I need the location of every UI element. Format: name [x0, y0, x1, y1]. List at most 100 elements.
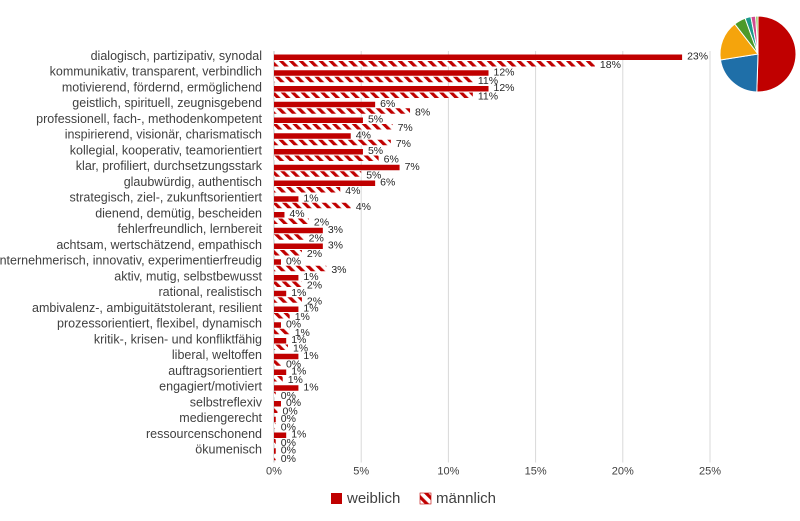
- category-label: dienend, demütig, bescheiden: [95, 206, 262, 220]
- x-tick-label: 5%: [353, 466, 369, 478]
- bar-maennlich: [274, 454, 276, 461]
- bar-maennlich: [274, 297, 302, 303]
- category-label: auftragsorientiert: [168, 364, 262, 378]
- category-label: unternehmerisch, innovativ, experimentie…: [0, 254, 262, 268]
- category-label: selbstreflexiv: [190, 395, 263, 409]
- data-label-maennlich: 0%: [281, 453, 296, 465]
- bar-weiblich: [274, 180, 376, 186]
- bar-maennlich: [274, 171, 362, 177]
- data-label-maennlich: 4%: [356, 201, 371, 213]
- category-label: liberal, weltoffen: [172, 348, 262, 362]
- data-label-maennlich: 5%: [366, 169, 381, 181]
- bar-weiblich: [274, 385, 299, 391]
- bar-weiblich: [274, 448, 276, 454]
- bar-weiblich: [274, 164, 400, 171]
- x-tick-label: 20%: [612, 466, 634, 478]
- data-labels: 23%18%12%11%12%11%6%8%5%7%4%7%5%6%7%5%6%…: [281, 51, 708, 465]
- bar-maennlich: [274, 250, 302, 256]
- data-label-maennlich: 2%: [307, 280, 322, 292]
- data-label-weiblich: 5%: [368, 145, 383, 157]
- category-label: ökumenisch: [195, 443, 262, 457]
- data-label-weiblich: 6%: [380, 98, 395, 110]
- pie-slice: [756, 15, 797, 93]
- bar-weiblich: [274, 338, 287, 344]
- category-label: rational, realistisch: [158, 285, 262, 299]
- bar-weiblich: [274, 101, 376, 108]
- data-label-weiblich: 12%: [494, 66, 515, 78]
- data-label-maennlich: 2%: [314, 217, 329, 229]
- bar-weiblich: [274, 275, 299, 281]
- bar-maennlich: [274, 313, 290, 319]
- data-label-maennlich: 18%: [600, 59, 621, 71]
- category-label: mediengerecht: [179, 411, 262, 425]
- data-label-maennlich: 11%: [478, 75, 498, 87]
- bar-weiblich: [274, 259, 281, 265]
- data-label-weiblich: 0%: [281, 444, 296, 456]
- x-tick-label: 0%: [266, 466, 282, 478]
- data-label-weiblich: 0%: [281, 413, 296, 425]
- bar-weiblich: [274, 70, 489, 76]
- bar-weiblich: [274, 432, 287, 438]
- data-label-weiblich: 0%: [286, 397, 301, 409]
- bar-maennlich: [274, 344, 288, 350]
- x-tick-label: 15%: [525, 466, 547, 478]
- data-label-weiblich: 1%: [291, 334, 306, 346]
- inset-pie-chart: [719, 15, 797, 93]
- data-label-weiblich: 4%: [289, 208, 304, 220]
- data-label-weiblich: 1%: [303, 271, 318, 283]
- data-label-maennlich: 0%: [281, 390, 296, 402]
- data-label-weiblich: 3%: [328, 240, 343, 252]
- bar-weiblich: [274, 227, 323, 234]
- bar-maennlich: [274, 281, 302, 287]
- bar-maennlich: [274, 139, 391, 146]
- x-axis-tick-labels: 0% 5% 10% 15% 20% 25%: [266, 466, 721, 478]
- data-label-maennlich: 0%: [281, 421, 296, 433]
- data-label-maennlich: 0%: [281, 437, 296, 449]
- category-label: prozessorientiert, flexibel, dynamisch: [57, 317, 262, 331]
- bar-maennlich: [274, 202, 351, 209]
- data-label-weiblich: 1%: [291, 287, 306, 299]
- data-label-weiblich: 7%: [405, 161, 420, 173]
- bar-maennlich: [274, 234, 304, 240]
- legend: weiblich männlich: [331, 490, 496, 507]
- data-label-weiblich: 1%: [291, 429, 306, 441]
- data-label-weiblich: 1%: [303, 192, 318, 204]
- category-label: inspirierend, visionär, charismatisch: [65, 128, 262, 142]
- bar-weiblich: [274, 243, 323, 249]
- legend-label-weiblich: weiblich: [346, 490, 400, 507]
- bar-maennlich: [274, 360, 281, 366]
- category-label: kollegial, kooperativ, teamorientiert: [70, 143, 263, 157]
- bar-maennlich: [274, 391, 276, 398]
- bar-weiblich: [274, 54, 683, 60]
- bar-weiblich: [274, 149, 363, 155]
- bar-weiblich: [274, 290, 287, 297]
- bar-weiblich: [274, 212, 285, 218]
- data-label-maennlich: 1%: [295, 311, 310, 323]
- category-label: fehlerfreundlich, lernbereit: [117, 222, 262, 236]
- legend-label-maennlich: männlich: [436, 490, 496, 507]
- category-label: kritik-, krisen- und konfliktfähig: [94, 332, 262, 346]
- data-label-weiblich: 0%: [286, 318, 301, 330]
- category-label: motivierend, fördernd, ermöglichend: [62, 80, 262, 94]
- x-tick-label: 10%: [437, 466, 459, 478]
- category-label: engagiert/motiviert: [159, 380, 262, 394]
- category-labels: dialogisch, partizipativ, synodal kommuni…: [0, 49, 263, 457]
- category-label: ressourcenschonend: [146, 427, 262, 441]
- data-label-weiblich: 1%: [303, 350, 318, 362]
- bar-group: [274, 54, 683, 461]
- data-label-weiblich: 1%: [303, 303, 318, 315]
- data-label-maennlich: 2%: [307, 248, 322, 260]
- bar-maennlich: [274, 124, 393, 130]
- data-label-weiblich: 6%: [380, 177, 395, 189]
- bar-weiblich: [274, 117, 363, 123]
- bar-maennlich: [274, 328, 290, 335]
- pie-slice: [755, 15, 759, 55]
- data-label-weiblich: 12%: [494, 82, 515, 94]
- data-label-maennlich: 0%: [286, 358, 301, 370]
- bar-maennlich: [274, 108, 411, 114]
- data-label-maennlich: 1%: [288, 374, 303, 386]
- data-label-maennlich: 8%: [415, 106, 430, 118]
- bar-weiblich: [274, 353, 299, 360]
- x-tick-label: 25%: [699, 466, 721, 478]
